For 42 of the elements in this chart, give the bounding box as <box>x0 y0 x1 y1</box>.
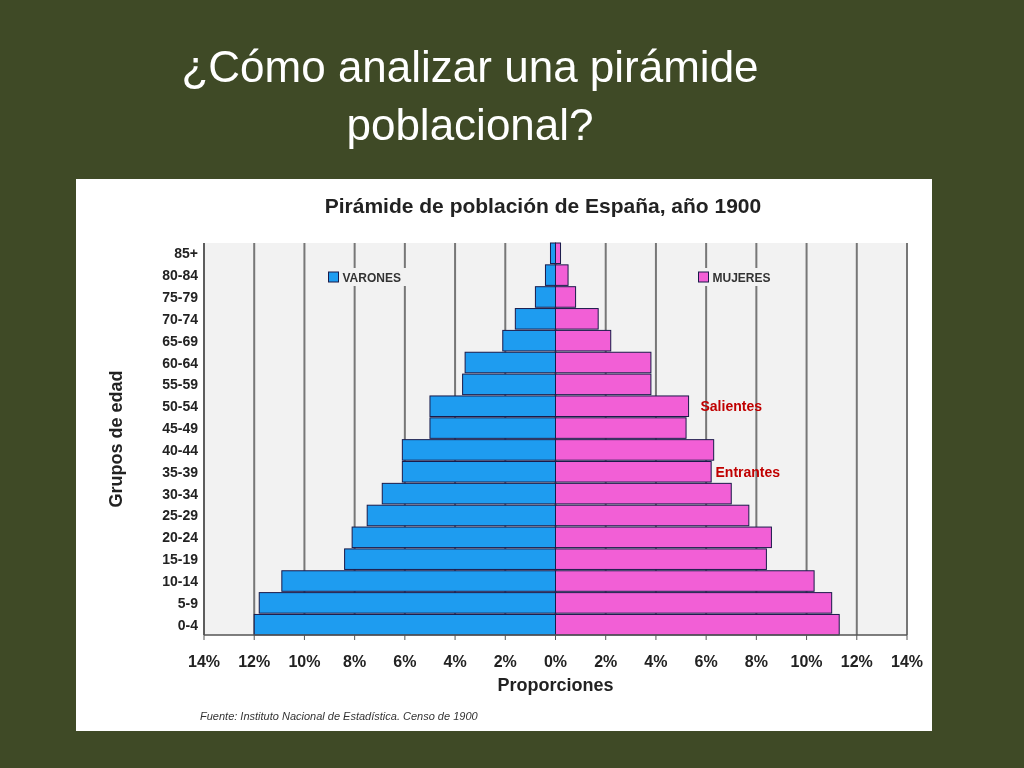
annotation: Salientes <box>700 398 763 415</box>
y-axis-title: Grupos de edad <box>106 370 126 508</box>
source-note: Fuente: Instituto Nacional de Estadística. Censo de 1900 <box>200 710 479 722</box>
y-tick-label: 75-79 <box>162 288 199 305</box>
y-tick-label: 40-44 <box>162 441 199 458</box>
y-tick-label: 70-74 <box>162 310 199 327</box>
y-tick-label: 85+ <box>174 245 198 262</box>
x-tick-label: 8% <box>343 653 367 670</box>
y-tick-label: 0-4 <box>177 616 199 633</box>
x-tick-label: 2% <box>594 653 618 670</box>
x-tick-label: 6% <box>694 653 718 670</box>
x-tick-label: 10% <box>288 653 321 670</box>
y-tick-label: 15-19 <box>162 551 199 568</box>
y-tick-label: 35-39 <box>162 463 199 480</box>
x-tick-label: 14% <box>890 653 924 670</box>
y-tick-label: 5-9 <box>177 594 199 611</box>
chart-subtitle: Pirámide de población de España, año 1900 <box>324 194 762 217</box>
y-tick-label: 25-29 <box>162 507 199 524</box>
x-tick-label: 8% <box>744 653 768 670</box>
legend-label: VARONES <box>342 271 401 285</box>
y-tick-label: 60-64 <box>162 354 199 371</box>
y-tick-label: 45-49 <box>162 420 199 437</box>
legend-label: MUJERES <box>712 271 771 285</box>
y-tick-label: 10-14 <box>162 573 199 590</box>
x-tick-label: 12% <box>840 653 873 670</box>
x-tick-label: 2% <box>493 653 517 670</box>
x-axis-title: Proporciones <box>497 675 614 695</box>
chart-title: ¿Cómo analizar una pirámide poblacional? <box>181 42 759 149</box>
y-tick-label: 20-24 <box>162 529 199 546</box>
y-tick-label: 50-54 <box>162 398 199 415</box>
y-tick-label: 55-59 <box>162 376 199 393</box>
x-tick-label: 12% <box>238 653 271 670</box>
annotation: Entrantes <box>715 463 781 480</box>
y-tick-label: 30-34 <box>162 485 199 502</box>
x-tick-label: 4% <box>644 653 668 670</box>
x-tick-label: 0% <box>543 653 568 670</box>
x-tick-label: 14% <box>187 653 221 670</box>
x-tick-label: 6% <box>393 653 417 670</box>
x-tick-label: 4% <box>443 653 467 670</box>
x-tick-label: 10% <box>790 653 823 670</box>
y-tick-label: 80-84 <box>162 267 199 284</box>
y-tick-label: 65-69 <box>162 332 199 349</box>
